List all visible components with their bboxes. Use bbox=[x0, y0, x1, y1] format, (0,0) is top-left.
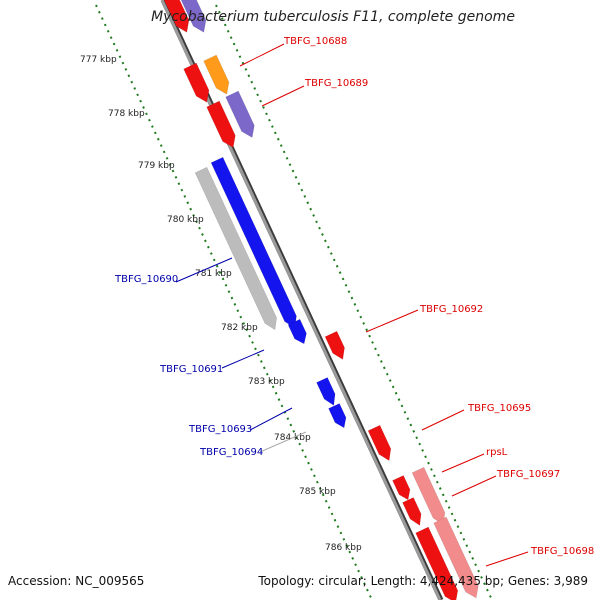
gene-label-tbfg-10688[interactable]: TBFG_10688 bbox=[283, 36, 347, 47]
tick-label-780: 780 kbp bbox=[167, 215, 204, 225]
tick-label-781: 781 kbp bbox=[195, 269, 232, 279]
gene-arrow-10693[interactable] bbox=[316, 377, 340, 407]
gene-label-tbfg-10692[interactable]: TBFG_10692 bbox=[419, 304, 483, 315]
tick-label-782: 782 kbp bbox=[221, 323, 258, 333]
gene-label-tbfg-10697[interactable]: TBFG_10697 bbox=[496, 469, 560, 480]
tick-label-786: 786 kbp bbox=[325, 543, 362, 553]
tick-label-783: 783 kbp bbox=[248, 377, 285, 387]
gene-label-tbfg-10689[interactable]: TBFG_10689 bbox=[304, 78, 368, 89]
gene-arrow-10694[interactable] bbox=[328, 403, 350, 430]
gene-arrow-10690[interactable] bbox=[210, 156, 301, 330]
gene-features bbox=[163, 0, 483, 600]
label-leaders bbox=[175, 43, 529, 567]
tick-label-777: 777 kbp bbox=[80, 55, 117, 65]
gene-labels: TBFG_10688 TBFG_10689 TBFG_10690 TBFG_10… bbox=[114, 36, 594, 557]
map-title-text: Mycobacterium tuberculosis F11, complete… bbox=[151, 9, 515, 25]
gene-arrow-10689a[interactable] bbox=[203, 54, 234, 97]
tick-label-778: 778 kbp bbox=[108, 109, 145, 119]
gene-arrow-10689c[interactable] bbox=[225, 90, 259, 140]
gene-arrow-10689b[interactable] bbox=[183, 62, 214, 105]
gene-arrow-10697[interactable] bbox=[402, 497, 426, 527]
gene-arrow-10690-gray[interactable] bbox=[194, 166, 281, 332]
gene-arrow-10698-shade[interactable] bbox=[433, 516, 483, 600]
gene-label-rpsl[interactable]: rpsL bbox=[486, 447, 508, 458]
accession-text: Accession: NC_009565 bbox=[8, 574, 145, 588]
ruler-track-outer bbox=[215, 4, 493, 600]
gene-arrow-10689d[interactable] bbox=[206, 100, 240, 150]
tick-label-779: 779 kbp bbox=[138, 161, 175, 171]
gene-label-tbfg-10691[interactable]: TBFG_10691 bbox=[159, 364, 223, 375]
gene-arrow-10691[interactable] bbox=[287, 318, 310, 346]
gene-label-tbfg-10690[interactable]: TBFG_10690 bbox=[114, 274, 178, 285]
gene-arrow-10695[interactable] bbox=[367, 424, 395, 463]
gene-label-tbfg-10698[interactable]: TBFG_10698 bbox=[530, 546, 594, 557]
gene-arrow-10688a[interactable] bbox=[163, 0, 194, 35]
ruler-track-inner bbox=[95, 4, 373, 600]
gene-arrow-rpsl[interactable] bbox=[392, 475, 414, 502]
gene-arrow-10688b[interactable] bbox=[180, 0, 211, 35]
genome-backbone bbox=[160, 0, 442, 600]
tick-label-785: 785 kbp bbox=[299, 487, 336, 497]
gene-label-tbfg-10693[interactable]: TBFG_10693 bbox=[188, 424, 252, 435]
map-title: Mycobacterium tuberculosis F11, complete… bbox=[0, 9, 600, 25]
gene-label-tbfg-10695[interactable]: TBFG_10695 bbox=[467, 403, 531, 414]
gene-arrow-10692[interactable] bbox=[324, 330, 349, 362]
gene-label-tbfg-10694[interactable]: TBFG_10694 bbox=[199, 447, 263, 458]
genome-summary-text: Topology: circular; Length: 4,424,435 bp… bbox=[258, 574, 588, 588]
